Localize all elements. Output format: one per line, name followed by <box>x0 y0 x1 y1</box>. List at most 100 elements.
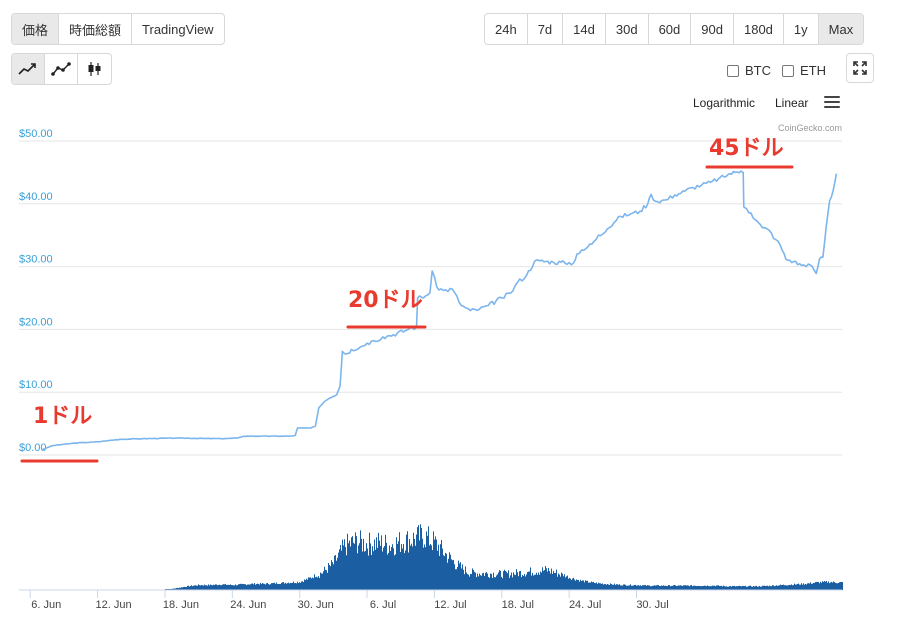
volume-bar <box>199 585 200 590</box>
volume-bar <box>717 585 718 590</box>
volume-bar <box>814 582 815 590</box>
range-tab-3[interactable]: 30d <box>606 14 649 44</box>
view-tab-0[interactable]: 価格 <box>12 14 60 44</box>
volume-bar <box>825 581 826 590</box>
volume-bar <box>338 552 339 590</box>
volume-bar <box>631 585 632 590</box>
volume-bar <box>772 585 773 590</box>
volume-bar <box>377 547 378 590</box>
checkbox-box <box>782 64 794 77</box>
volume-bar <box>399 532 400 590</box>
line-chart-icon[interactable] <box>12 54 45 84</box>
volume-bar <box>237 585 238 590</box>
volume-bar <box>654 585 655 590</box>
volume-bar <box>334 555 335 590</box>
volume-bar <box>745 585 746 590</box>
compare-eth-checkbox[interactable]: ETH <box>782 63 826 78</box>
volume-bar <box>663 585 664 590</box>
view-tab-2[interactable]: TradingView <box>142 21 214 37</box>
volume-bar <box>186 586 187 590</box>
volume-bar <box>572 578 573 590</box>
range-tab-6[interactable]: 180d <box>734 14 784 44</box>
volume-bar <box>498 572 499 590</box>
volume-bar <box>418 525 419 590</box>
volume-bar <box>769 585 770 590</box>
volume-bar <box>246 585 247 590</box>
range-tab-8[interactable]: Max <box>818 14 864 44</box>
view-tab-1[interactable]: 時価総額 <box>59 14 133 44</box>
volume-bar <box>744 586 745 590</box>
volume-bar <box>647 585 648 590</box>
volume-bar <box>599 583 600 590</box>
volume-bar <box>646 585 647 590</box>
volume-bar <box>384 546 385 590</box>
volume-bar <box>230 584 231 590</box>
volume-bar <box>270 584 271 590</box>
price-annotation: 20ドル <box>348 288 423 313</box>
volume-bar <box>512 577 513 590</box>
volume-bar <box>708 586 709 590</box>
volume-bar <box>420 524 421 590</box>
volume-bar <box>660 586 661 590</box>
volume-bar <box>436 539 437 590</box>
volume-bar <box>325 569 326 590</box>
volume-bar <box>355 532 356 590</box>
volume-bar <box>563 576 564 590</box>
volume-bar <box>758 586 759 590</box>
compare-eth-label: ETH <box>800 63 826 78</box>
volume-bar <box>815 582 816 590</box>
volume-bar <box>615 584 616 590</box>
volume-bar <box>362 551 363 590</box>
volume-bar <box>503 571 504 590</box>
volume-bar <box>579 581 580 590</box>
volume-bar <box>655 585 656 590</box>
volume-bar <box>379 540 380 590</box>
range-tab-2[interactable]: 14d <box>563 14 606 44</box>
volume-bar <box>624 584 625 590</box>
volume-bar <box>329 564 330 590</box>
volume-bar <box>344 539 345 590</box>
volume-bar <box>508 570 509 590</box>
point-line-chart-icon[interactable] <box>45 54 78 84</box>
volume-bar <box>821 582 822 590</box>
range-tab-0[interactable]: 24h <box>485 14 528 44</box>
volume-bar <box>393 548 394 590</box>
range-tab-1[interactable]: 7d <box>528 14 564 44</box>
volume-bar <box>642 585 643 590</box>
volume-bar <box>333 564 334 590</box>
volume-bar <box>724 586 725 590</box>
range-tab-7[interactable]: 1y <box>784 14 819 44</box>
candlestick-icon[interactable] <box>78 54 111 84</box>
range-tab-5[interactable]: 90d <box>691 14 734 44</box>
volume-bar <box>586 580 587 590</box>
volume-bar <box>779 585 780 590</box>
volume-bar <box>214 584 215 590</box>
volume-bar <box>326 570 327 590</box>
linear-scale-button[interactable]: Linear <box>775 96 809 110</box>
volume-bar <box>732 585 733 590</box>
volume-bar <box>710 586 711 590</box>
volume-bar <box>537 574 538 590</box>
volume-bar <box>452 560 453 590</box>
fullscreen-button[interactable] <box>846 53 874 83</box>
volume-bar <box>208 584 209 590</box>
volume-bar <box>437 550 438 590</box>
volume-bar <box>793 584 794 590</box>
volume-bar <box>191 585 192 590</box>
volume-bar <box>351 537 352 590</box>
volume-bar <box>652 585 653 590</box>
volume-bar <box>261 583 262 590</box>
compare-btc-checkbox[interactable]: BTC <box>727 63 771 78</box>
volume-bar <box>184 586 185 590</box>
volume-bar <box>754 586 755 590</box>
volume-bar <box>257 583 258 590</box>
range-tab-4[interactable]: 60d <box>649 14 692 44</box>
volume-bar <box>492 577 493 590</box>
volume-bar <box>630 584 631 590</box>
volume-bar <box>653 585 654 590</box>
volume-bar <box>476 577 477 590</box>
logarithmic-scale-button[interactable]: Logarithmic <box>693 96 756 110</box>
volume-bar <box>667 585 668 590</box>
volume-bar <box>601 583 602 590</box>
menu-icon[interactable] <box>824 96 840 108</box>
